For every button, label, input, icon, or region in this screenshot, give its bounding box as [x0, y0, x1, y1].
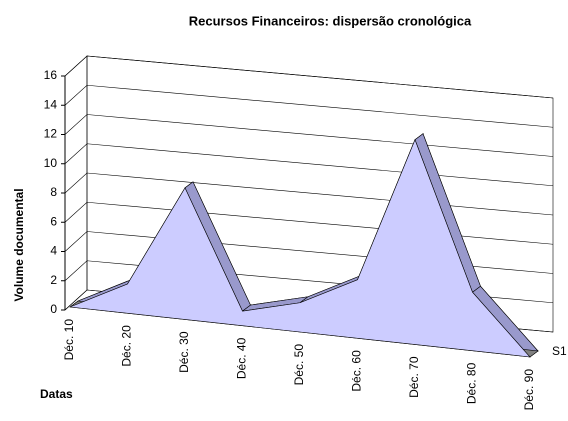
grid-line	[64, 55, 554, 99]
grid-line	[64, 143, 554, 187]
x-tick-label: Déc. 30	[177, 331, 191, 373]
y-tick-label: 8	[50, 185, 57, 199]
x-tick-label: Déc. 80	[465, 362, 479, 404]
x-tick-label: Déc. 90	[522, 369, 536, 411]
y-tick-label: 16	[44, 68, 58, 82]
y-tick-label: 14	[44, 97, 58, 111]
y-tick-label: 12	[44, 127, 58, 141]
y-axis-title: Volume documental	[12, 188, 26, 301]
x-tick-label: Déc. 40	[235, 337, 249, 379]
grid-line	[64, 84, 554, 128]
y-tick-label: 6	[50, 214, 57, 228]
series-label: S1	[552, 344, 567, 358]
x-axis-title: Datas	[40, 387, 73, 401]
x-tick-label: Déc. 60	[350, 350, 364, 392]
x-tick-label: Déc. 50	[292, 344, 306, 386]
grid-line	[64, 114, 554, 157]
x-tick-label: Déc. 70	[407, 356, 421, 398]
y-tick-label: 2	[50, 273, 57, 287]
y-tick-label: 10	[44, 156, 58, 170]
chart-title: Recursos Financeiros: dispersão cronológ…	[189, 13, 472, 28]
x-tick-label: Déc. 20	[120, 325, 134, 367]
y-tick-label: 4	[50, 244, 57, 258]
x-tick-label: Déc. 10	[62, 319, 76, 361]
y-tick-label: 0	[50, 302, 57, 316]
area	[69, 138, 531, 358]
